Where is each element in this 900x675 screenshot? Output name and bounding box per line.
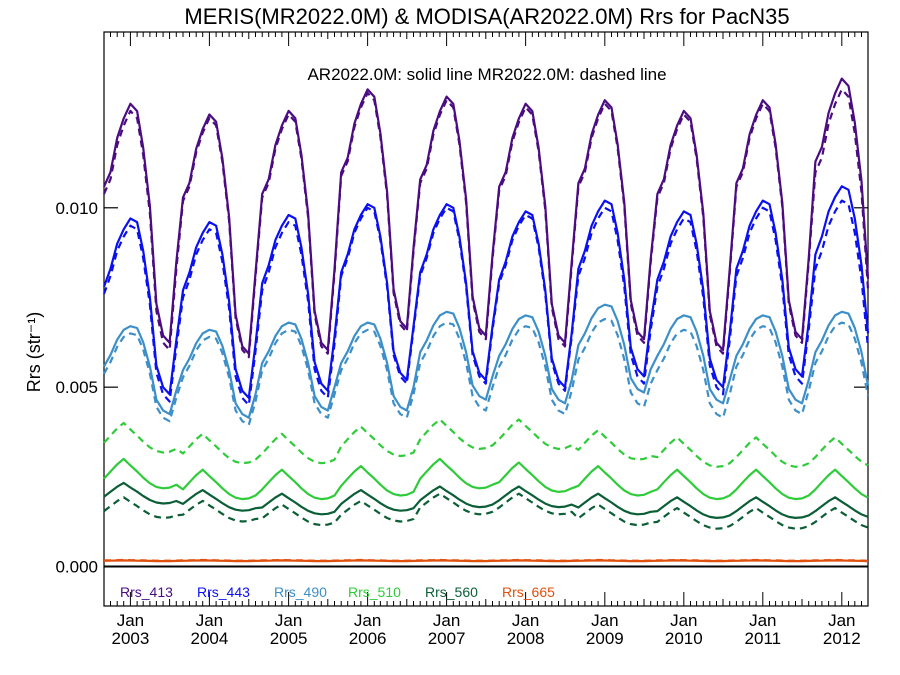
series-line-rrs-560-dashed <box>103 492 869 530</box>
x-tick-label-year: 2005 <box>270 629 308 648</box>
x-axis-ticks: Jan2003Jan2004Jan2005Jan2006Jan2007Jan20… <box>103 32 869 648</box>
series-line-rrs-510-solid <box>103 457 869 501</box>
legend-item-rrs-490: Rrs_490 <box>274 584 327 600</box>
x-tick-label-month: Jan <box>828 611 855 630</box>
x-tick-label-year: 2008 <box>507 629 545 648</box>
x-tick-label-year: 2009 <box>586 629 624 648</box>
y-tick-label: 0.000 <box>55 558 98 577</box>
x-tick-label-month: Jan <box>512 611 539 630</box>
series-line-rrs-443-dashed <box>102 199 870 407</box>
x-tick-label-year: 2006 <box>349 629 387 648</box>
chart-title: MERIS(MR2022.0M) & MODISA(AR2022.0M) Rrs… <box>184 4 789 29</box>
series-line-rrs-490-solid <box>103 303 870 419</box>
series-line-rrs-443-solid <box>102 185 870 399</box>
x-tick-label-month: Jan <box>749 611 776 630</box>
series-line-rrs-490-dashed <box>103 317 870 426</box>
series-line-rrs-560-solid <box>103 481 869 519</box>
y-axis-label: Rrs (str⁻¹) <box>24 312 44 392</box>
x-tick-label-month: Jan <box>196 611 223 630</box>
y-tick-label: 0.005 <box>55 378 98 397</box>
x-tick-label-month: Jan <box>354 611 381 630</box>
x-tick-label-year: 2007 <box>428 629 466 648</box>
plot-frame <box>103 31 869 607</box>
x-tick-label-year: 2004 <box>190 629 228 648</box>
legend-item-rrs-413: Rrs_413 <box>120 584 173 600</box>
series-line-rrs-510-dashed <box>103 418 869 468</box>
x-tick-label-month: Jan <box>275 611 302 630</box>
x-tick-label-month: Jan <box>670 611 697 630</box>
legend: Rrs_413 Rrs_443 Rrs_490 Rrs_510 Rrs_560 Rrs_6… <box>120 584 555 600</box>
x-tick-label-month: Jan <box>591 611 618 630</box>
x-tick-label-year: 2012 <box>823 629 861 648</box>
legend-item-rrs-443: Rrs_443 <box>197 584 250 600</box>
y-tick-label: 0.010 <box>55 199 98 218</box>
x-tick-label-year: 2010 <box>665 629 703 648</box>
x-tick-label-month: Jan <box>117 611 144 630</box>
x-tick-label-year: 2011 <box>745 629 782 648</box>
y-axis-ticks: 0.000 0.005 0.010 <box>55 199 868 577</box>
chart-subtitle: AR2022.0M: solid line MR2022.0M: dashed … <box>307 65 666 84</box>
legend-item-rrs-560: Rrs_560 <box>425 584 478 600</box>
x-tick-label-month: Jan <box>433 611 460 630</box>
legend-item-rrs-665: Rrs_665 <box>502 584 555 600</box>
series-line-rrs-665-dashed <box>103 558 869 562</box>
x-tick-label-year: 2003 <box>111 629 149 648</box>
series-lines <box>102 77 870 563</box>
legend-item-rrs-510: Rrs_510 <box>348 584 401 600</box>
series-line-rrs-413-dashed <box>102 88 870 359</box>
